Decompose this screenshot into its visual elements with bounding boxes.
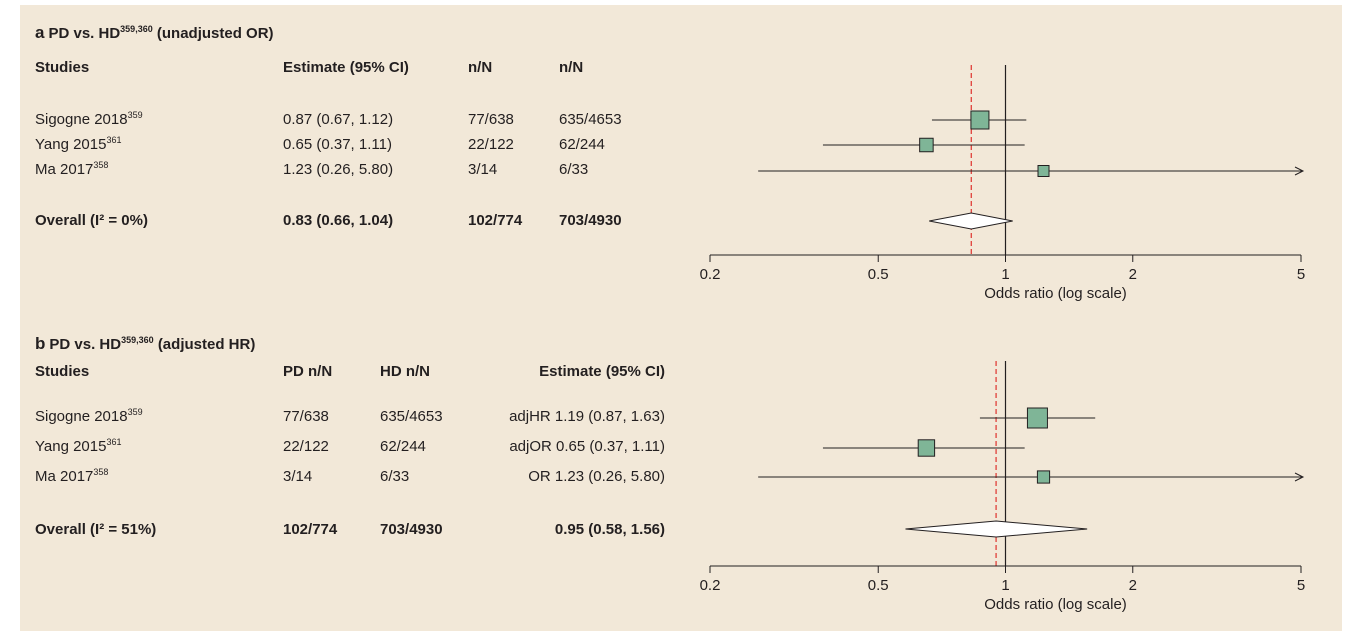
panel-b-row-study: Yang 2015361 [35,437,122,456]
panel-a-row-n1: 77/638 [468,111,514,128]
panel-b-row-n2: 6/33 [380,468,410,485]
panel-b-row-n1: 3/14 [283,468,313,485]
panel-b-title-suffix: (adjusted HR) [157,336,256,353]
panel-b-title-sup: 359,360 [121,335,154,345]
study-marker [919,137,934,153]
panel-a-row-study: Yang 2015361 [35,135,122,154]
panel-b-title: b PD vs. HD359,360 (adjusted HR) [35,334,255,354]
x-tick-label: 0.2 [700,577,721,594]
panel-a-overall-label: Overall (I² = 0%) [35,212,148,229]
panel-a-row-estimate: 0.65 (0.37, 1.11) [283,136,392,153]
panel-a-row-n2: 62/244 [559,136,605,153]
panel-b-row-estimate: adjOR 0.65 (0.37, 1.11) [509,438,665,455]
panel-a-title-suffix: (unadjusted OR) [156,25,274,42]
panel-b-header-estimate: Estimate (95% CI) [539,363,665,380]
panel-a-header-studies: Studies [35,59,90,76]
panel-b-row-study: Ma 2017358 [35,467,109,486]
panel-b-row-n2: 62/244 [380,438,426,455]
study-marker [917,439,936,457]
panel-a-title: a PD vs. HD359,360 (unadjusted OR) [35,23,274,43]
panel-a-row-study: Ma 2017358 [35,160,109,179]
panel-b-header-hd: HD n/N [380,363,430,380]
panel-a-row-n2: 6/33 [559,161,589,178]
panel-a-row-estimate: 0.87 (0.67, 1.12) [283,111,394,128]
panel-b-row-n2: 635/4653 [380,408,443,425]
panel-a-row-n1: 3/14 [468,161,498,178]
panel-b-overall-label: Overall (I² = 51%) [35,521,157,538]
x-tick-label: 0.2 [700,266,721,283]
x-tick-label: 0.5 [868,577,889,594]
panel-a-title-sup: 359,360 [120,24,153,34]
study-marker [970,110,990,130]
panel-a-row-estimate: 1.23 (0.26, 5.80) [283,161,394,178]
study-marker [1037,165,1050,177]
panel-a-forest-plot: 0.2 0.5 1 2 5 Odds ratio (log scale) [700,65,1305,302]
panel-b-overall-n2: 703/4930 [380,521,443,538]
x-tick-label: 0.5 [868,266,889,283]
panel-a-header-n2: n/N [559,59,584,76]
x-tick-label: 5 [1297,266,1305,283]
study-marker [1036,470,1051,484]
overall-diamond [929,212,1013,230]
panel-a-row-n1: 22/122 [468,136,514,153]
panel-b-title-text: PD vs. HD [49,336,122,353]
x-axis-label: Odds ratio (log scale) [984,285,1127,302]
panel-a-title-text: PD vs. HD [48,25,121,42]
x-tick-label: 2 [1129,577,1137,594]
panel-b-row-n1: 77/638 [283,408,329,425]
panel-b-row-n1: 22/122 [283,438,329,455]
panel-a-row-study: Sigogne 2018359 [35,110,143,129]
panel-b-row-study: Sigogne 2018359 [35,407,143,426]
panel-b-row-estimate: OR 1.23 (0.26, 5.80) [528,468,665,485]
x-tick-label: 5 [1297,577,1305,594]
panel-b-overall-estimate: 0.95 (0.58, 1.56) [554,521,665,538]
x-tick-label: 1 [1001,577,1009,594]
panel-a-header-estimate: Estimate (95% CI) [283,59,409,76]
panel-a-letter: a [35,23,45,42]
x-tick-label: 2 [1129,266,1137,283]
x-tick-label: 1 [1001,266,1009,283]
x-axis-label: Odds ratio (log scale) [984,596,1127,613]
panel-a-overall-n1: 102/774 [468,212,523,229]
panel-b-row-estimate: adjHR 1.19 (0.87, 1.63) [509,408,665,425]
ci-arrow-right [1294,472,1305,482]
panel-b-overall-n1: 102/774 [283,521,338,538]
panel-a-overall-estimate: 0.83 (0.66, 1.04) [283,212,394,229]
panel-b-forest-plot: 0.2 0.5 1 2 5 Odds ratio (log scale) [700,361,1305,613]
overall-diamond [905,520,1088,538]
forest-plot-figure: a PD vs. HD359,360 (unadjusted OR) Studie… [20,5,1342,631]
panel-a: a PD vs. HD359,360 (unadjusted OR) Studie… [20,5,1342,315]
ci-arrow-right [1294,166,1305,176]
panel-b: b PD vs. HD359,360 (adjusted HR) Studies … [20,318,1342,628]
panel-b-header-pd: PD n/N [283,363,333,380]
panel-b-header-studies: Studies [35,363,90,380]
panel-a-header-n1: n/N [468,59,493,76]
panel-a-row-n2: 635/4653 [559,111,622,128]
study-marker [1026,407,1048,429]
panel-b-letter: b [35,334,46,353]
panel-a-overall-n2: 703/4930 [559,212,622,229]
